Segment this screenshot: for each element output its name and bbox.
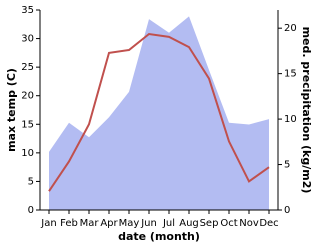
x-tick-label: Mar [80,218,100,229]
y2-tick-label: 15 [284,69,297,80]
y-tick-label: 15 [21,119,34,130]
x-tick-label: Oct [220,218,237,229]
y-axis-label: max temp (C) [5,68,18,152]
x-tick-label: Jul [162,218,175,229]
y2-tick-label: 5 [284,160,290,171]
x-tick-label: Feb [60,218,78,229]
y2-axis-label: med. precipitation (kg/m2) [300,27,313,194]
x-tick-label: Aug [179,218,199,229]
y2-tick-label: 20 [284,23,297,34]
x-tick-label: Apr [100,218,118,229]
y-tick-label: 20 [21,91,34,102]
x-tick-label: Sep [200,218,219,229]
y-tick-label: 30 [21,34,34,45]
temp-line [48,32,270,192]
x-axis-label: date (month) [118,230,200,243]
y-tick-label: 5 [28,176,34,187]
y2-tick-label: 10 [284,114,297,125]
precipitation-area [49,16,269,211]
y-tick-label: 0 [28,205,34,216]
x-tick-label: Nov [239,218,259,229]
y-tick-label: 10 [21,148,34,159]
y-tick-label: 25 [21,62,34,73]
x-tick-label: Dec [259,218,278,229]
y2-tick-label: 0 [284,205,290,216]
x-tick-label: Jan [40,218,56,229]
x-tick-label: Jun [140,218,157,229]
y-tick-label: 35 [21,5,34,16]
x-tick-label: May [119,218,140,229]
